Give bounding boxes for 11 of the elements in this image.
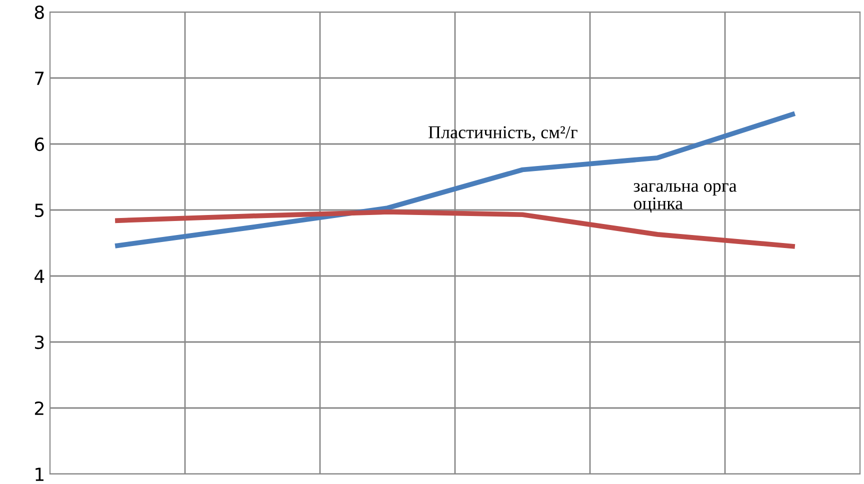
y-tick-label: 4 xyxy=(34,270,44,283)
series-label: Пластичність, см²/г xyxy=(428,126,578,141)
y-tick-label: 2 xyxy=(34,401,44,415)
y-tick-label: 8 xyxy=(34,5,44,20)
series-label: загальна орга оцінка xyxy=(634,183,737,213)
y-tick-label: 5 xyxy=(35,204,44,218)
line-series xyxy=(115,112,795,248)
y-tick-label: 7 xyxy=(35,72,44,85)
y-tick-label: 1 xyxy=(36,468,44,481)
y-tick-label: 6 xyxy=(34,137,44,152)
y-tick-label: 3 xyxy=(35,335,44,350)
